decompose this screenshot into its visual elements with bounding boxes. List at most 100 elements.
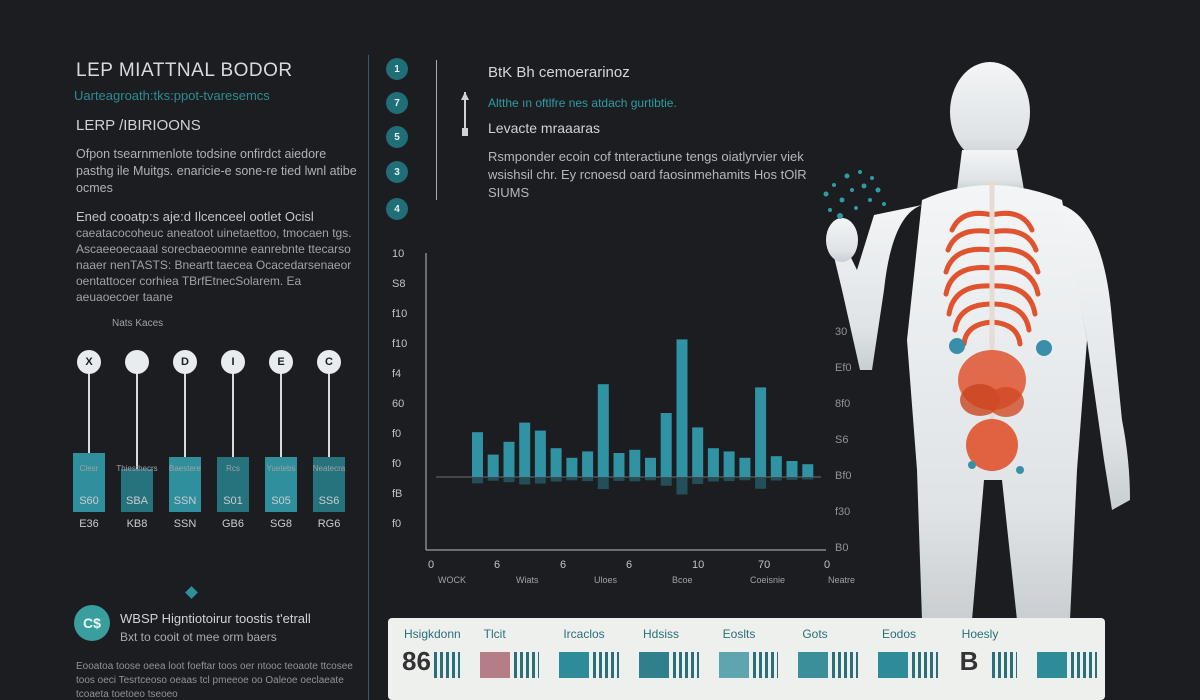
chart-bar [613,453,625,477]
y-tick-label: 60 [392,398,404,410]
chart-bar-reflection [739,478,751,481]
chart-bar [566,457,578,477]
y2-tick-label: Ef0 [835,362,852,374]
chart-bar-reflection [472,478,483,484]
legend-strip: Hsigkdonn 86 Tlcit Ircaclos Hdsiss Eoslts Gots… [388,618,1105,700]
legend-item: Hsigkdonn 86 [388,618,468,700]
chart-bar-reflection [802,478,814,480]
y-tick-label: f10 [392,308,407,320]
legend-swatch [1037,652,1068,678]
chart-bar [770,456,782,477]
legend-item: Hoesly B [946,618,1026,700]
mini-bar-stem [232,362,234,512]
pen-icon [461,92,469,136]
legend-stripes [752,652,779,678]
legend-item-label: Hsigkdonn [404,627,461,641]
x-tick-label: 0 [824,559,830,571]
legend-swatch [479,652,510,678]
badge-subtitle: Bxt to cooit ot mee orm baers [120,630,277,644]
left-paragraph-1: Ofpon tsearnmenlote todsine onfirdct aie… [76,147,357,195]
legend-item-label: Hoesly [961,627,999,641]
x-tick-label: 0 [428,559,434,571]
mini-bar-values: SBA KB8 [125,495,148,530]
mini-bar-values: S01 GB6 [221,495,244,530]
legend-swatch [798,652,829,678]
chart-bar-reflection [597,478,609,490]
chart-bar [503,441,515,477]
main-bar-chart: 10S8f10f10f460f0f0fBf030Ef08f0S6Bf0f30B0… [392,248,855,585]
y-tick-label: f0 [392,428,401,440]
mini-bar-caption: Thiesthecrs [116,464,158,473]
human-anatomy-figure [823,62,1130,620]
chart-bar [645,457,656,477]
legend-item: Tlcit [468,618,548,700]
chart-bar [723,451,735,477]
legend-swatch [559,652,590,678]
legend-stripes [832,652,858,678]
left-title: LEP MIATTNAL BODOR [76,60,293,81]
chart-bar [739,457,751,477]
mini-bar-caption: Rcs [226,464,240,473]
step-4[interactable]: 3 [386,161,408,183]
center-divider [436,60,437,200]
legend-item: Eoslts [707,618,787,700]
y-tick-label: S8 [392,278,405,290]
legend-swatch [718,652,749,678]
y-tick-label: f0 [392,518,401,530]
mini-bar-caption: Clesr [79,464,99,473]
mini-bar [217,457,249,512]
organs-icon [949,338,1052,474]
mini-bar-stem [184,362,186,512]
center-paragraph: Rsmponder ecoin cof tnteractiune tengs o… [488,149,807,200]
y-tick-label: f4 [392,368,401,380]
mini-bar [121,469,153,512]
step-1[interactable]: 1 [386,58,408,80]
y-tick-label: 10 [392,248,404,260]
step-3[interactable]: 5 [386,126,408,148]
mini-bar-values: S05 SG8 [269,495,292,530]
mini-bar-icon: C [317,350,341,374]
chart-bar [534,430,546,477]
y-tick-label: f10 [392,338,407,350]
step-5[interactable]: 4 [386,198,408,220]
legend-stripes [673,652,699,678]
legend-item-label: Eodos [882,627,917,641]
x-tick-label: 6 [626,559,632,571]
body-silhouette [826,62,1130,620]
left-heading: LERP /IBIRIOONS [76,117,201,134]
legend-item-label: Tlcit [483,627,506,641]
chart-bar [582,451,594,477]
chart-bar [487,454,499,477]
chart-bar-reflection [770,478,782,481]
mini-bar [73,453,105,512]
legend-item: Ircaclos [547,618,627,700]
legend-swatch [878,652,908,678]
x-category-label: Uloes [594,575,618,585]
chart-bar-reflection [786,478,798,480]
center-heading: Levacte mraaaras [488,120,601,136]
mini-bar-values: SS6 RG6 [317,495,341,530]
chart-bar-reflection [519,478,531,485]
x-tick-label: 6 [494,559,500,571]
legend-stripes [593,652,619,678]
y2-tick-label: S6 [835,434,848,446]
mini-bar-icon: I [221,350,245,374]
legend-stripes [991,652,1018,678]
chart-bar [550,448,562,477]
mini-bar-icon: E [269,350,293,374]
y2-tick-label: f30 [835,506,850,518]
x-category-label: Bcoe [672,575,693,585]
legend-stripes [513,652,540,678]
legend-swatch [639,652,669,678]
mini-bar [169,457,201,512]
chart-bar-reflection [613,478,625,481]
step-2[interactable]: 7 [386,92,408,114]
chart-bar [692,427,704,477]
chart-bar-reflection [660,478,672,486]
chart-bar-reflection [723,478,735,482]
mini-bar-chart: X Clesr S60 E36 Thiesthecrs SBA KB8 D Baestere SS… [64,340,364,555]
legend-item-label: Eoslts [722,627,756,641]
legend-item: Eodos [866,618,946,700]
mini-bar-caption: Yuetebs [266,464,296,473]
center-subtitle: Altthe ın oftlfre nes atdach gurtibtie. [488,96,677,110]
